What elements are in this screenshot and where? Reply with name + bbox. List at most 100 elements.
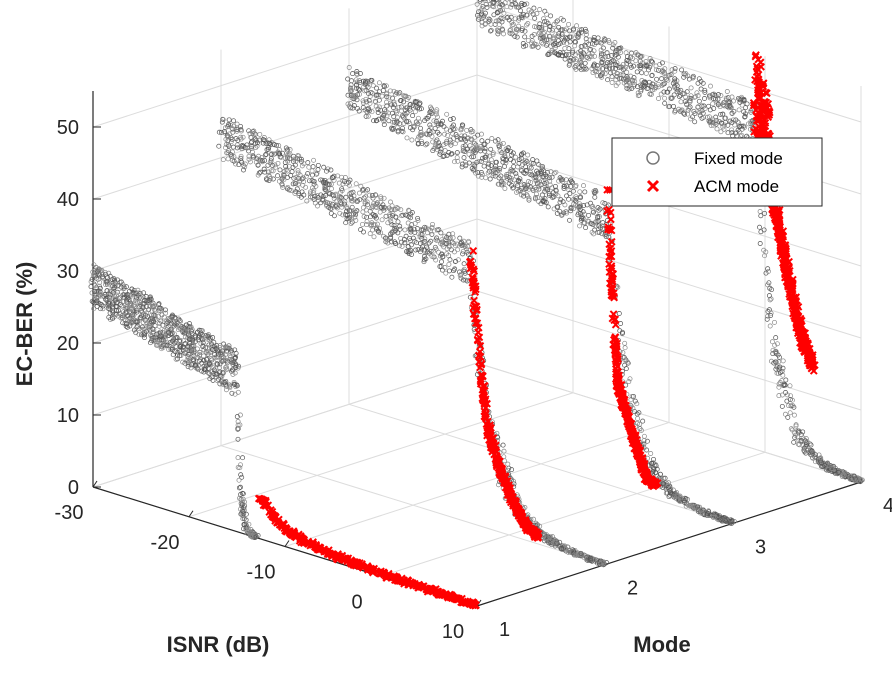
fixed-mode-point xyxy=(364,214,370,220)
fixed-mode-point xyxy=(757,209,763,214)
fixed-mode-point xyxy=(497,0,502,2)
fixed-mode-point xyxy=(639,70,645,76)
fixed-mode-point xyxy=(481,163,487,169)
fixed-mode-point xyxy=(488,21,494,27)
fixed-mode-point xyxy=(489,136,495,141)
fixed-mode-point xyxy=(537,7,543,12)
fixed-mode-point xyxy=(572,64,578,70)
fixed-mode-point xyxy=(549,27,555,33)
fixed-mode-point xyxy=(698,86,704,92)
fixed-mode-point xyxy=(439,259,444,265)
fixed-mode-point xyxy=(739,132,745,138)
fixed-mode-point xyxy=(592,53,598,59)
fixed-mode-point xyxy=(450,116,456,122)
fixed-mode-point xyxy=(744,101,750,107)
fixed-mode-point xyxy=(730,117,736,123)
mode-axis-line xyxy=(476,481,862,607)
fixed-mode-point xyxy=(546,27,552,33)
fixed-mode-point xyxy=(605,60,610,66)
fixed-mode-point xyxy=(500,140,506,146)
fixed-mode-point xyxy=(665,89,671,95)
fixed-mode-point xyxy=(586,41,592,47)
fixed-mode-point xyxy=(350,71,356,77)
fixed-mode-point xyxy=(475,132,481,138)
fixed-mode-point xyxy=(482,0,488,4)
fixed-mode-point xyxy=(672,68,678,74)
fixed-mode-point xyxy=(575,50,581,56)
fixed-mode-point xyxy=(482,0,488,2)
fixed-mode-point xyxy=(718,129,724,135)
fixed-mode-point xyxy=(569,49,575,55)
fixed-mode-point xyxy=(782,411,788,417)
fixed-mode-point xyxy=(609,58,615,64)
fixed-mode-point xyxy=(358,227,364,233)
fixed-mode-point xyxy=(557,199,563,205)
fixed-mode-point xyxy=(590,70,596,76)
fixed-mode-point xyxy=(479,23,485,29)
fixed-mode-point xyxy=(589,51,595,57)
fixed-mode-point xyxy=(627,62,633,68)
fixed-mode-point xyxy=(501,10,507,16)
fixed-mode-point xyxy=(493,18,499,24)
fixed-mode-point xyxy=(514,34,520,40)
fixed-mode-point xyxy=(668,72,674,78)
fixed-mode-point xyxy=(796,430,802,436)
fixed-mode-point xyxy=(521,2,527,8)
fixed-mode-point xyxy=(231,118,237,124)
fixed-mode-point xyxy=(236,477,242,483)
fixed-mode-point xyxy=(491,12,497,18)
fixed-mode-point xyxy=(343,220,349,226)
fixed-mode-point xyxy=(334,198,340,204)
fixed-mode-point xyxy=(804,445,810,451)
fixed-mode-point xyxy=(515,4,521,10)
fixed-mode-point xyxy=(791,439,797,445)
fixed-mode-point xyxy=(548,13,554,19)
fixed-mode-point xyxy=(633,58,639,64)
fixed-mode-point xyxy=(682,94,688,100)
fixed-mode-point xyxy=(525,37,531,43)
fixed-mode-point xyxy=(519,0,525,6)
fixed-mode-point xyxy=(541,16,546,22)
fixed-mode-point xyxy=(574,23,580,29)
fixed-mode-point xyxy=(710,101,716,107)
fixed-mode-point xyxy=(447,257,453,263)
fixed-mode-point xyxy=(658,91,664,97)
fixed-mode-point xyxy=(773,335,779,341)
fixed-mode-point xyxy=(579,27,585,33)
fixed-mode-point xyxy=(772,319,777,325)
fixed-mode-point xyxy=(482,10,488,16)
fixed-mode-point xyxy=(240,455,246,461)
fixed-mode-point xyxy=(540,41,546,47)
fixed-mode-point xyxy=(310,164,316,170)
fixed-mode-point xyxy=(514,26,520,32)
fixed-mode-point xyxy=(367,100,373,106)
fixed-mode-point xyxy=(343,194,349,200)
fixed-mode-point xyxy=(672,76,678,82)
fixed-mode-point xyxy=(780,358,786,364)
fixed-mode-point xyxy=(612,59,618,65)
fixed-mode-point xyxy=(739,123,745,129)
fixed-mode-point xyxy=(409,137,415,143)
fixed-mode-point xyxy=(258,169,264,175)
fixed-mode-point xyxy=(399,243,405,249)
fixed-mode-point xyxy=(594,73,600,79)
fixed-mode-point xyxy=(777,380,783,385)
fixed-mode-point xyxy=(432,125,438,131)
fixed-mode-point xyxy=(638,63,644,69)
fixed-mode-point xyxy=(549,174,555,180)
fixed-mode-point xyxy=(672,78,678,84)
fixed-mode-point xyxy=(510,22,516,27)
grid-line xyxy=(92,362,478,488)
fixed-mode-point xyxy=(362,88,368,94)
fixed-mode-point xyxy=(568,58,574,64)
fixed-mode-point xyxy=(666,72,671,78)
fixed-mode-point xyxy=(638,88,644,94)
fixed-mode-point xyxy=(640,418,646,424)
fixed-mode-point xyxy=(505,14,511,20)
fixed-mode-point xyxy=(718,111,724,117)
fixed-mode-point xyxy=(522,34,528,40)
fixed-mode-point xyxy=(537,21,543,27)
fixed-mode-point xyxy=(779,403,785,409)
fixed-mode-point xyxy=(742,124,747,130)
fixed-mode-point xyxy=(846,473,852,479)
